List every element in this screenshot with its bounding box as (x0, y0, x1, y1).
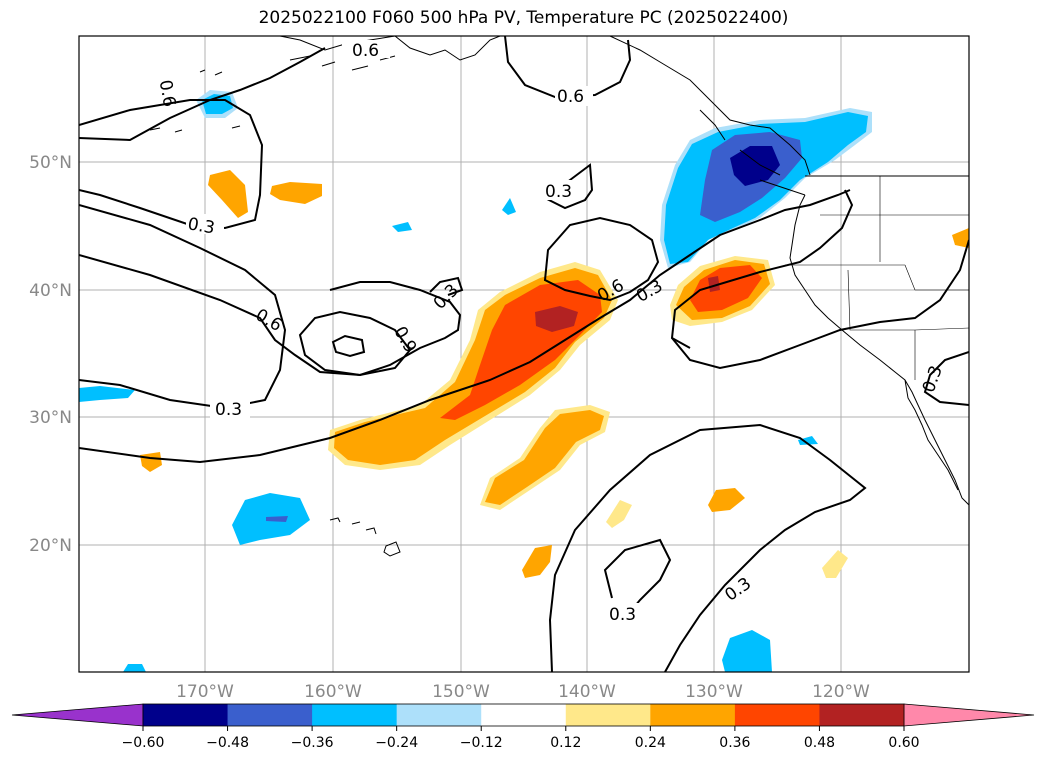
us-west-coast (789, 194, 969, 506)
contour-0.3-south (548, 423, 867, 672)
map-frame (78, 35, 970, 673)
colorbar-tick-label: 0.36 (719, 735, 750, 751)
colorbar-tick-label: 0.24 (635, 735, 666, 751)
colorbar-extend-low (11, 703, 144, 727)
colorbar-tick-label: −0.60 (122, 735, 165, 751)
colorbar-tick-label: −0.24 (375, 735, 418, 751)
contour-label-bg (555, 86, 593, 106)
cold-patch-3 (722, 630, 772, 672)
contour-0.3-east-loop (543, 216, 660, 302)
warm-band-darkred (535, 306, 578, 332)
coastlines (149, 36, 969, 557)
alaska-panhandle (609, 36, 811, 176)
lon-label-160w: 160°W (304, 682, 362, 702)
contour-0.3-main (79, 189, 851, 464)
cold-patch-7 (798, 436, 818, 445)
colorbar-segment (650, 704, 736, 726)
warm-small-2 (522, 545, 552, 578)
longitude-labels: 170°W 160°W 150°W 140°W 130°W 120°W (176, 682, 870, 702)
lat-label-40n: 40°N (29, 281, 72, 301)
baja-california (904, 379, 959, 491)
alaska-coast (279, 36, 396, 51)
contour-0.6-north (79, 47, 326, 142)
contour-label-bg (186, 214, 224, 234)
colorbar-tick-label: 0.48 (804, 735, 835, 751)
colorbar-segment (396, 704, 482, 726)
lon-label-130w: 130°W (685, 682, 743, 702)
state-borders (785, 176, 969, 380)
lat-label-50n: 50°N (29, 153, 72, 173)
negative-anomaly-shading (79, 90, 872, 672)
colorbar-tick-label: −0.12 (460, 735, 503, 751)
cold-patch-4 (79, 386, 135, 402)
colorbar-extend-high (903, 703, 1035, 727)
latitude-labels: 50°N 40°N 30°N 20°N (29, 153, 72, 556)
lon-label-140w: 140°W (558, 682, 616, 702)
contour-0.3-south-inner (603, 538, 672, 613)
colorbar-tick-label: −0.48 (206, 735, 249, 751)
contour-label-bg (210, 398, 250, 418)
cold-ne-navy (730, 146, 780, 186)
alaska-mainland (394, 36, 501, 61)
contour-label-bg (543, 180, 579, 200)
colorbar-tick-label: −0.36 (291, 735, 334, 751)
lat-label-30n: 30°N (29, 408, 72, 428)
contour-label-bg (606, 603, 644, 623)
lon-label-150w: 150°W (432, 682, 490, 702)
contour-label-1: 0.6 (352, 41, 379, 61)
contour-label-14: 0.6 (557, 87, 584, 107)
colorbar-tick-label: 0.60 (888, 735, 919, 751)
contour-label-3: 0.3 (186, 214, 216, 238)
bc-islands (699, 109, 806, 196)
warm-west-patch (208, 170, 248, 218)
contour-label-8: 0.3 (545, 182, 572, 202)
colorbar-segment (312, 704, 398, 726)
contour-0.3-ne (670, 189, 854, 349)
contour-0.3-west-lower (79, 204, 287, 410)
warm-small-3 (708, 488, 745, 512)
colorbar-segment (481, 704, 567, 726)
map-content (79, 36, 969, 672)
cold-patch-8 (123, 664, 146, 672)
colorbar-segment (227, 704, 313, 726)
colorbar-segment (734, 704, 820, 726)
colorbar: −0.60 −0.48 −0.36 −0.24 −0.12 0.12 0.24 0.36 0.4… (11, 703, 1035, 751)
warm-south-orange (485, 410, 604, 505)
warm-small-4 (606, 500, 632, 528)
colorbar-tick-label: 0.12 (550, 735, 581, 751)
colorbar-segment (143, 704, 229, 726)
lon-label-120w: 120°W (812, 682, 870, 702)
contour-0.3-ne-lower (671, 239, 969, 370)
warm-small-5 (822, 550, 848, 578)
contour-0.3-west (79, 99, 264, 230)
colorbar-segment (565, 704, 651, 726)
hawaii-islands (329, 517, 401, 557)
cold-patch-6 (502, 198, 516, 215)
contour-label-bg (342, 40, 390, 58)
lat-label-20n: 20°N (29, 536, 72, 556)
warm-ne-darkred (708, 276, 720, 292)
warm-small-6 (952, 228, 969, 248)
positive-anomaly-shading (140, 170, 969, 578)
contour-0.3-pocket (429, 276, 464, 296)
colorbar-segment (819, 704, 905, 726)
contour-label-2: 0.6 (155, 78, 179, 108)
map-title: 2025022100 F060 500 hPa PV, Temperature … (258, 8, 789, 28)
cold-patch-5 (392, 222, 412, 232)
cold-patch-2-royal (266, 516, 288, 522)
contour-0.9-inner (331, 334, 366, 358)
colorbar-frame (142, 703, 905, 727)
contour-label-4: 0.3 (215, 400, 242, 420)
lon-label-170w: 170°W (176, 682, 234, 702)
contour-0.9 (298, 310, 412, 377)
contour-0.3-coast (923, 351, 969, 406)
contour-label-13: 0.3 (609, 605, 636, 625)
warm-west-patch-2 (270, 182, 322, 204)
